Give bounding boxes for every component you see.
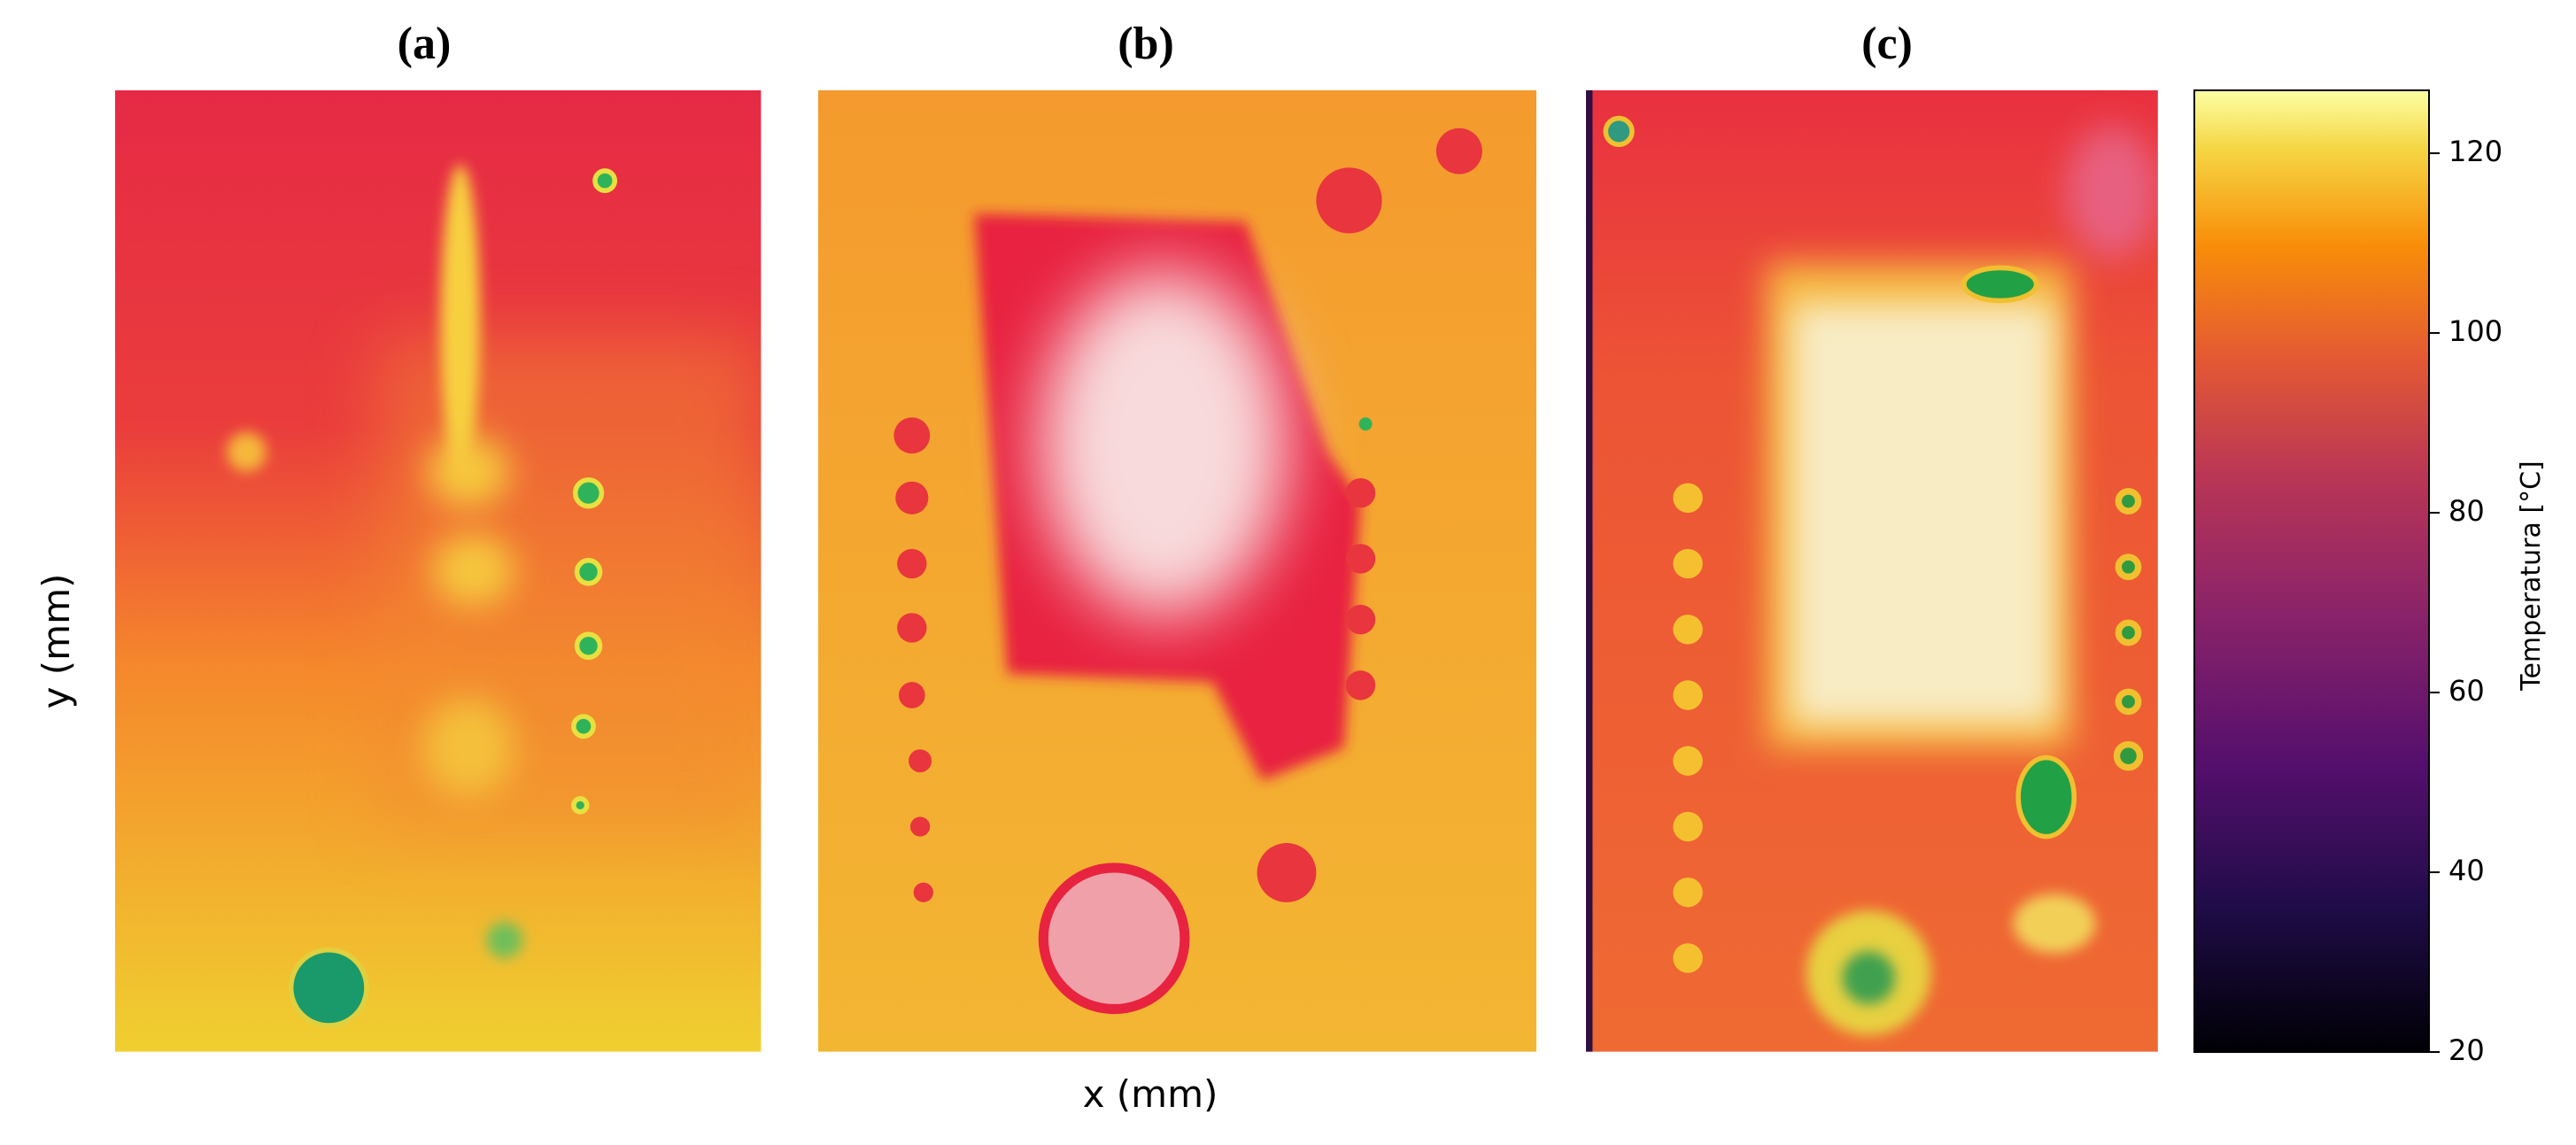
x-axis-label: x (mm) [1083, 1072, 1218, 1116]
tick-label: 120 [2448, 135, 2503, 168]
y-axis-label: y (mm) [35, 574, 78, 709]
thermal-image-c [1586, 90, 2158, 1052]
tick-label: 20 [2448, 1033, 2485, 1067]
tick-label: 60 [2448, 674, 2485, 708]
tick-label: 80 [2448, 494, 2485, 528]
thermal-image-b [818, 90, 1537, 1052]
tick-label: 100 [2448, 314, 2503, 348]
colorbar [2193, 89, 2430, 1053]
panel-label: (b) [1118, 19, 1174, 69]
colorbar-label: Temperatura [°C] [2516, 460, 2547, 692]
tick-label: 40 [2448, 854, 2485, 887]
panel-label: (a) [398, 19, 452, 69]
panel-label: (c) [1861, 19, 1913, 69]
thermal-image-a [115, 90, 762, 1052]
